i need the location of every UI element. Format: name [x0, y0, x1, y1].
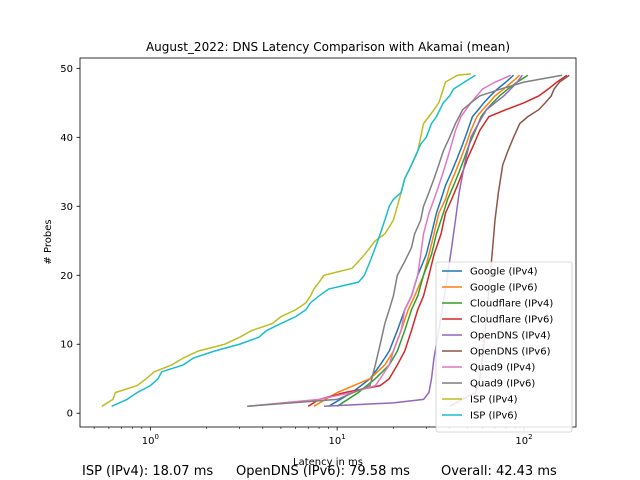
y-axis-label: # Probes	[43, 219, 54, 264]
summary-isp-ipv4: ISP (IPv4): 18.07 ms	[82, 464, 214, 479]
legend-entry: OpenDNS (IPv6)	[470, 347, 551, 358]
y-tick-label: 40	[60, 133, 73, 144]
series-line-7	[247, 74, 563, 408]
series-line-3	[307, 74, 568, 407]
y-tick-label: 30	[60, 202, 73, 213]
x-axis-label: Latency in ms	[293, 457, 363, 468]
y-tick-label: 0	[67, 409, 73, 420]
legend-entry: ISP (IPv6)	[470, 411, 518, 422]
legend-box	[435, 261, 573, 433]
y-tick-label: 20	[60, 271, 73, 282]
series-line-9	[111, 74, 476, 407]
legend-entry: Google (IPv4)	[470, 267, 538, 278]
legend-entry: Google (IPv6)	[470, 283, 538, 294]
legend-entry: Cloudflare (IPv4)	[470, 299, 553, 310]
y-tick-label: 10	[60, 340, 73, 351]
legend-entry: OpenDNS (IPv4)	[470, 331, 551, 342]
series-line-8	[101, 73, 471, 407]
y-tick-label: 50	[60, 64, 73, 75]
plot-frame	[79, 57, 577, 428]
series-line-4	[323, 74, 523, 408]
chart-title: August_2022: DNS Latency Comparison with…	[146, 40, 510, 54]
summary-opendns-ipv6: OpenDNS (IPv6): 79.58 ms	[236, 464, 410, 479]
summary-overall: Overall: 42.43 ms	[441, 464, 557, 479]
series-line-6	[247, 74, 512, 408]
legend-entry: Quad9 (IPv4)	[470, 363, 535, 374]
series-lines	[101, 73, 570, 408]
legend-entry: Quad9 (IPv6)	[470, 379, 535, 390]
series-line-2	[336, 74, 529, 407]
legend-entry: ISP (IPv4)	[470, 395, 518, 406]
series-line-0	[328, 74, 515, 407]
legend-entry: Cloudflare (IPv6)	[470, 315, 553, 326]
chart-legend: Google (IPv4) Google (IPv6) Cloudflare (IP…	[435, 261, 573, 433]
